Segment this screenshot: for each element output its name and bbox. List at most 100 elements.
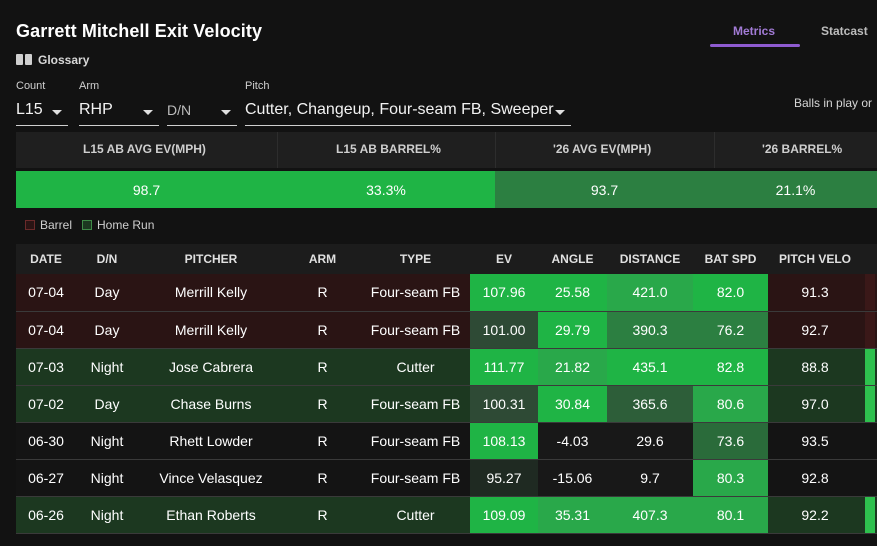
table-body: 07-04 Day Merrill Kelly R Four-seam FB 107.96… bbox=[16, 274, 877, 534]
table-row[interactable]: 07-03 Night Jose Cabrera R Cutter 111.77 21.82… bbox=[16, 348, 877, 386]
cell-bat-spd: 76.2 bbox=[693, 311, 768, 349]
summary-header-l15-barrel: L15 AB BARREL% bbox=[336, 142, 441, 156]
cell-date: 06-27 bbox=[16, 459, 76, 497]
table-row[interactable]: 06-26 Night Ethan Roberts R Cutter 109.09 35.3… bbox=[16, 496, 877, 534]
cell-pitcher: Merrill Kelly bbox=[138, 274, 284, 312]
cell-pitcher: Rhett Lowder bbox=[138, 422, 284, 460]
divider bbox=[495, 132, 496, 168]
cell-angle: 35.31 bbox=[538, 496, 607, 534]
cell-type: Four-seam FB bbox=[361, 274, 470, 312]
cell-pitcher: Jose Cabrera bbox=[138, 348, 284, 386]
book-icon bbox=[16, 54, 32, 66]
chevron-down-icon bbox=[221, 110, 231, 115]
col-header-angle[interactable]: ANGLE bbox=[538, 244, 607, 274]
cell-pitch-velo: 91.3 bbox=[768, 274, 862, 312]
cell-ev: 95.27 bbox=[470, 459, 538, 497]
cell-pitcher: Chase Burns bbox=[138, 385, 284, 423]
table-row[interactable]: 07-04 Day Merrill Kelly R Four-seam FB 101.00… bbox=[16, 311, 877, 349]
col-header-ev[interactable]: EV bbox=[470, 244, 538, 274]
row-indicator-bar bbox=[865, 348, 875, 385]
cell-date: 06-26 bbox=[16, 496, 76, 534]
col-header-distance[interactable]: DISTANCE bbox=[607, 244, 693, 274]
cell-type: Cutter bbox=[361, 348, 470, 386]
summary-header-26-avg-ev: '26 AVG EV(MPH) bbox=[553, 142, 652, 156]
glossary-link[interactable]: Glossary bbox=[16, 53, 89, 67]
table-row[interactable]: 07-02 Day Chase Burns R Four-seam FB 100.31 30… bbox=[16, 385, 877, 423]
cell-distance: 29.6 bbox=[607, 422, 693, 460]
cell-angle: -15.06 bbox=[538, 459, 607, 497]
pitch-select-value: Cutter, Changeup, Four-seam FB, Sweeper bbox=[245, 101, 554, 118]
cell-dn: Night bbox=[76, 459, 138, 497]
cell-type: Four-seam FB bbox=[361, 459, 470, 497]
table-header-row: DATE D/N PITCHER ARM TYPE EV ANGLE DISTA… bbox=[16, 244, 877, 274]
table-row[interactable]: 06-27 Night Vince Velasquez R Four-seam FB 95… bbox=[16, 459, 877, 497]
arm-select[interactable]: RHP bbox=[79, 98, 159, 126]
cell-distance: 435.1 bbox=[607, 348, 693, 386]
cell-angle: 25.58 bbox=[538, 274, 607, 312]
col-header-bat-spd[interactable]: BAT SPD bbox=[693, 244, 768, 274]
home-run-swatch bbox=[82, 220, 93, 230]
col-header-dn[interactable]: D/N bbox=[76, 244, 138, 274]
row-indicator bbox=[862, 422, 877, 460]
count-select-value: L15 bbox=[16, 101, 43, 118]
cell-dn: Day bbox=[76, 274, 138, 312]
count-select[interactable]: L15 bbox=[16, 98, 68, 126]
pitch-filter-label: Pitch bbox=[245, 80, 270, 92]
row-indicator bbox=[862, 459, 877, 497]
glossary-label: Glossary bbox=[38, 53, 90, 67]
arm-filter-label: Arm bbox=[79, 80, 100, 92]
cell-ev: 100.31 bbox=[470, 385, 538, 423]
tab-metrics[interactable]: Metrics bbox=[733, 24, 776, 38]
count-filter-label: Count bbox=[16, 80, 46, 92]
col-header-date[interactable]: DATE bbox=[16, 244, 76, 274]
row-indicator-bar bbox=[865, 496, 875, 533]
table-row[interactable]: 07-04 Day Merrill Kelly R Four-seam FB 107.96… bbox=[16, 274, 877, 312]
chevron-down-icon bbox=[143, 110, 153, 115]
summary-header-26-barrel: '26 BARREL% bbox=[762, 142, 843, 156]
cell-ev: 108.13 bbox=[470, 422, 538, 460]
cell-dn: Day bbox=[76, 311, 138, 349]
table-row[interactable]: 06-30 Night Rhett Lowder R Four-seam FB 108.1… bbox=[16, 422, 877, 460]
cell-angle: -4.03 bbox=[538, 422, 607, 460]
cell-pitch-velo: 92.7 bbox=[768, 311, 862, 349]
legend-barrel: Barrel bbox=[25, 218, 72, 232]
col-header-pitcher[interactable]: PITCHER bbox=[138, 244, 284, 274]
cell-pitcher: Vince Velasquez bbox=[138, 459, 284, 497]
chevron-down-icon bbox=[555, 110, 565, 115]
balls-in-play-toggle-label[interactable]: Balls in play or bbox=[794, 96, 873, 110]
legend-barrel-label: Barrel bbox=[40, 218, 73, 232]
cell-bat-spd: 80.1 bbox=[693, 496, 768, 534]
col-header-arm[interactable]: ARM bbox=[284, 244, 361, 274]
cell-distance: 390.3 bbox=[607, 311, 693, 349]
cell-pitcher: Ethan Roberts bbox=[138, 496, 284, 534]
cell-bat-spd: 80.3 bbox=[693, 459, 768, 497]
cell-arm: R bbox=[284, 422, 361, 460]
cell-date: 07-02 bbox=[16, 385, 76, 423]
cell-angle: 29.79 bbox=[538, 311, 607, 349]
pitch-select[interactable]: Cutter, Changeup, Four-seam FB, Sweeper bbox=[245, 98, 571, 126]
cell-pitch-velo: 92.2 bbox=[768, 496, 862, 534]
summary-value-l15-avg-ev: 98.7 bbox=[16, 171, 277, 208]
cell-pitch-velo: 93.5 bbox=[768, 422, 862, 460]
cell-pitch-velo: 92.8 bbox=[768, 459, 862, 497]
row-indicator-bar bbox=[865, 274, 875, 310]
col-header-pitch-velo[interactable]: PITCH VELO bbox=[768, 244, 862, 274]
cell-angle: 21.82 bbox=[538, 348, 607, 386]
cell-date: 06-30 bbox=[16, 422, 76, 460]
col-header-type[interactable]: TYPE bbox=[361, 244, 470, 274]
cell-bat-spd: 82.8 bbox=[693, 348, 768, 386]
cell-arm: R bbox=[284, 385, 361, 423]
cell-dn: Night bbox=[76, 348, 138, 386]
cell-type: Four-seam FB bbox=[361, 422, 470, 460]
summary-value-l15-barrel: 33.3% bbox=[277, 171, 495, 208]
chevron-down-icon bbox=[52, 110, 62, 115]
row-indicator bbox=[862, 348, 877, 386]
dn-select[interactable]: D/N bbox=[167, 98, 237, 126]
cell-angle: 30.84 bbox=[538, 385, 607, 423]
cell-arm: R bbox=[284, 348, 361, 386]
cell-date: 07-04 bbox=[16, 274, 76, 312]
cell-dn: Day bbox=[76, 385, 138, 423]
active-tab-indicator bbox=[710, 44, 800, 47]
tab-statcast[interactable]: Statcast bbox=[821, 24, 868, 38]
cell-arm: R bbox=[284, 311, 361, 349]
